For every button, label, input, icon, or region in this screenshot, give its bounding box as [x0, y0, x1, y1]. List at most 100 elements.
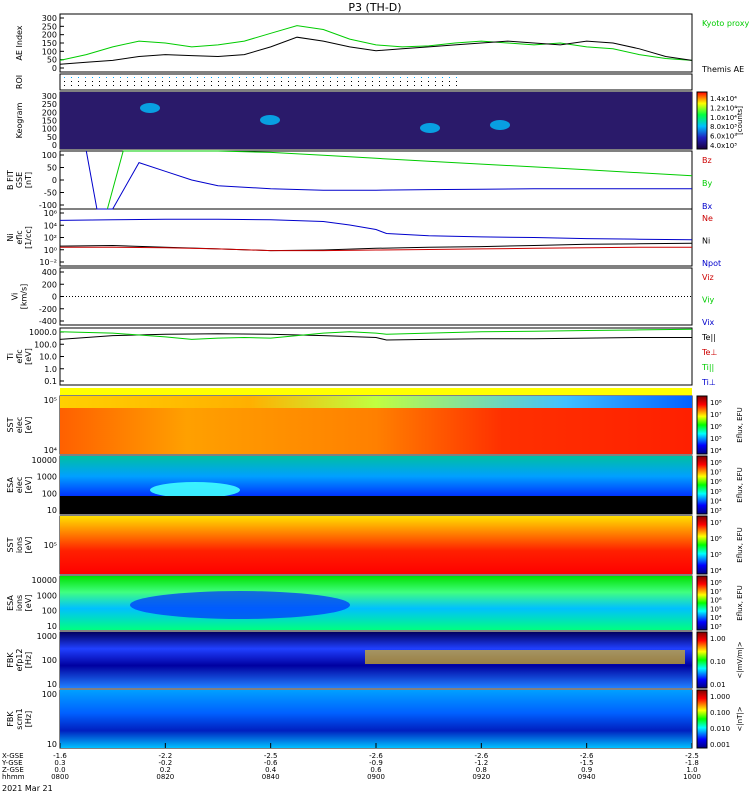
ylabel-line: [eV]: [24, 537, 33, 554]
roi-marker: [134, 85, 135, 86]
roi-marker: [127, 85, 128, 86]
ytick-label: 10⁰: [44, 246, 57, 255]
xtick-value: 0.6: [370, 766, 382, 774]
roi-marker: [344, 81, 345, 82]
fbk-efp12-band: [365, 650, 685, 664]
ytick-label: 50: [47, 56, 57, 65]
ylabel-line: ROI: [15, 75, 24, 89]
fbk_b-spectrogram: [60, 690, 692, 748]
roi-frame: [59, 73, 693, 91]
roi-marker: [323, 81, 324, 82]
roi-marker: [295, 81, 296, 82]
roi-marker: [204, 77, 205, 78]
ylabel-line: ESA: [6, 477, 15, 493]
keogram-bright-spot: [260, 115, 280, 125]
colorbar-tick: 0.100: [710, 709, 730, 717]
legend-entry: Viy: [702, 296, 715, 305]
ytick-label: 200: [42, 31, 57, 40]
temp-ti-line: [59, 328, 693, 340]
roi-marker: [330, 85, 331, 86]
ytick-label: 1000.0: [29, 328, 57, 337]
ytick-label: 10⁵: [44, 541, 57, 550]
roi-marker: [400, 81, 401, 82]
velocity-ylabel: Vi[km/s]: [11, 284, 29, 310]
roi-marker: [176, 85, 177, 86]
roi-marker: [260, 85, 261, 86]
roi-marker: [421, 81, 422, 82]
roi-marker: [211, 81, 212, 82]
roi-marker: [176, 81, 177, 82]
roi-marker: [113, 77, 114, 78]
xtick-time: 0940: [578, 773, 596, 781]
roi-marker: [302, 85, 303, 86]
roi-marker: [260, 77, 261, 78]
roi-marker: [379, 85, 380, 86]
colorbar-tick: 10⁴: [710, 497, 722, 505]
legend-entry: Viz: [702, 273, 714, 282]
date-label: 2021 Mar 21: [2, 784, 53, 793]
roi-marker: [351, 77, 352, 78]
roi-marker: [302, 77, 303, 78]
roi-marker: [449, 77, 450, 78]
roi-marker: [71, 85, 72, 86]
roi-marker: [92, 81, 93, 82]
ytick-label: 100.0: [34, 340, 57, 349]
sst_e-ylabel: SSTelec[eV]: [6, 417, 33, 434]
roi-marker: [372, 85, 373, 86]
roi-ylabel: ROI: [15, 75, 24, 89]
roi-marker: [232, 77, 233, 78]
roi-marker: [246, 77, 247, 78]
roi-marker: [197, 81, 198, 82]
roi-marker: [309, 85, 310, 86]
roi-marker: [288, 77, 289, 78]
roi-marker: [253, 81, 254, 82]
colorbar-tick: 1.2x10⁴: [710, 104, 737, 112]
roi-marker: [204, 81, 205, 82]
roi-marker: [379, 77, 380, 78]
roi-marker: [449, 81, 450, 82]
roi-marker: [456, 85, 457, 86]
roi-marker: [358, 81, 359, 82]
density-npot-line: [59, 218, 693, 241]
xtick-value: 0.4: [265, 766, 277, 774]
bfield-bx-line: [85, 150, 692, 210]
roi-marker: [190, 85, 191, 86]
ylabel-line: B FIT: [6, 170, 15, 190]
colorbar-tick: 10³: [710, 623, 722, 631]
roi-marker: [141, 81, 142, 82]
roi-marker: [225, 81, 226, 82]
ytick-label: 100: [42, 607, 57, 616]
ytick-label: 1.0: [44, 365, 57, 374]
density-frame: [59, 208, 693, 267]
ylabel-line: FBK: [6, 711, 15, 727]
colorbar-tick: 6.0x10³: [710, 133, 737, 141]
xtick-value: -1.2: [474, 759, 488, 767]
colorbar-tick: 0.001: [710, 741, 730, 749]
xaxis-row-label: Z-GSE: [2, 766, 24, 774]
roi-marker: [267, 77, 268, 78]
roi-marker: [407, 77, 408, 78]
roi-marker: [64, 81, 65, 82]
ytick-label: 100: [42, 690, 57, 699]
colorbar-tick: 10⁴: [710, 567, 722, 575]
ytick-label: 100: [42, 47, 57, 56]
roi-marker: [113, 81, 114, 82]
roi-marker: [246, 85, 247, 86]
roi-marker: [127, 77, 128, 78]
roi-marker: [309, 77, 310, 78]
roi-marker: [92, 77, 93, 78]
colorbar-label: [counts]: [736, 106, 744, 135]
colorbar-tick: 10⁵: [710, 551, 722, 559]
xaxis-row-label: Y-GSE: [1, 759, 23, 767]
roi-marker: [428, 77, 429, 78]
ytick-label: 10000: [32, 456, 57, 465]
ae-ylabel: AE Index: [15, 25, 24, 60]
ytick-label: 100: [42, 125, 57, 134]
colorbar-tick: 10⁵: [710, 488, 722, 496]
roi-marker: [169, 77, 170, 78]
spectra-layer: [60, 92, 692, 748]
roi-marker: [323, 85, 324, 86]
ytick-label: -200: [39, 305, 57, 314]
fbk_b-colorbar: [696, 689, 708, 749]
roi-marker: [148, 85, 149, 86]
